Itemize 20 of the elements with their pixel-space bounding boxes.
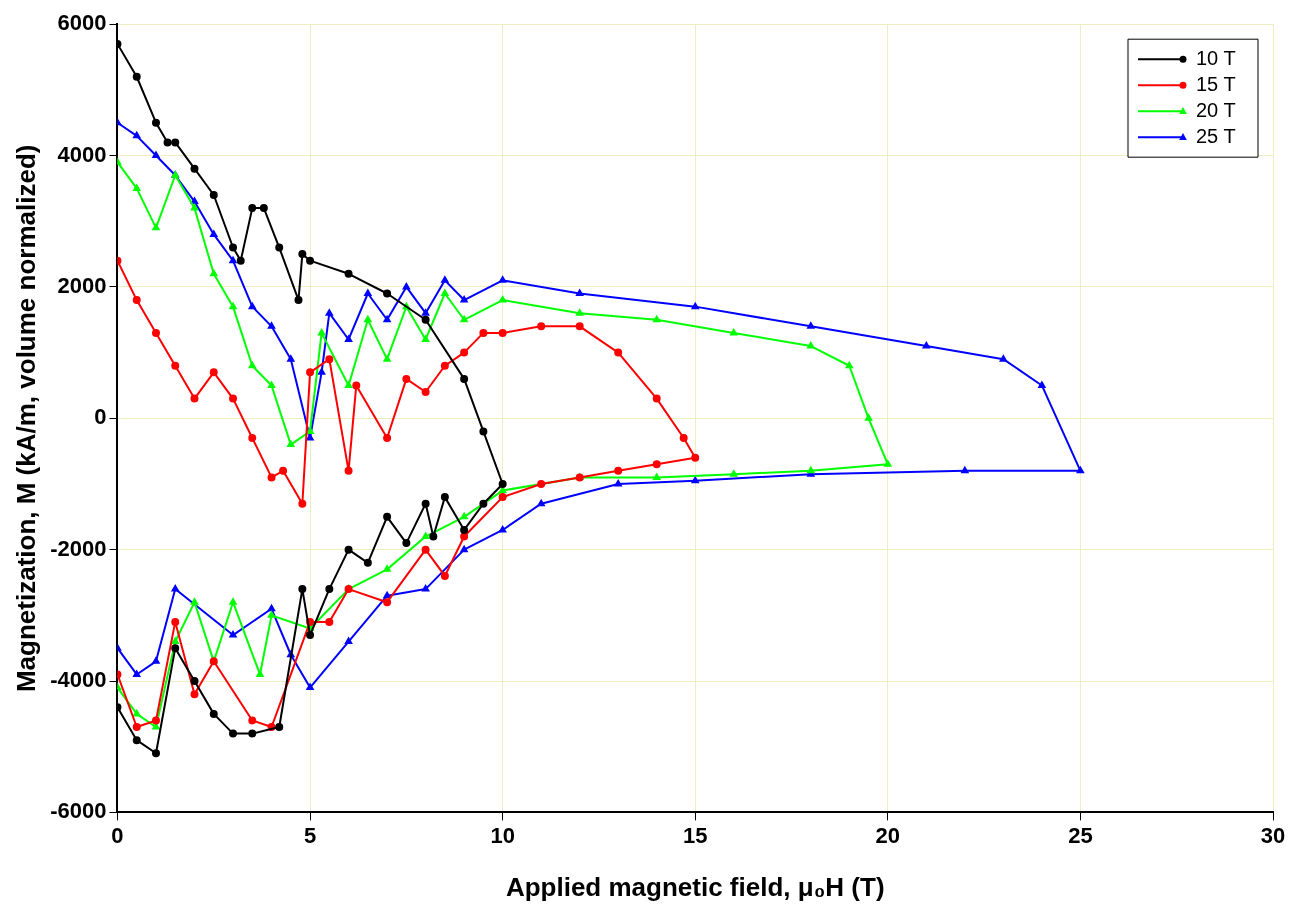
x-tick-label: 25 [1068, 822, 1093, 848]
legend-label: 25 T [1196, 124, 1236, 147]
x-tick-label: 0 [111, 822, 124, 848]
y-tick-label: -2000 [50, 535, 107, 561]
x-tick-label: 15 [682, 822, 708, 848]
y-tick-label: 2000 [57, 273, 107, 298]
x-tick-label: 20 [875, 822, 901, 848]
x-axis-title: Applied magnetic field, μ₀H (T) [505, 871, 885, 902]
legend-label: 15 T [1196, 72, 1236, 95]
y-tick-label: -6000 [50, 798, 107, 824]
x-tick-label: 30 [1260, 822, 1286, 848]
y-tick-label: -4000 [50, 667, 107, 693]
x-tick-label: 5 [303, 822, 317, 848]
y-tick-label: 6000 [57, 10, 107, 36]
y-tick-label: 0 [94, 404, 107, 430]
x-tick-label: 10 [490, 822, 515, 848]
legend-label: 10 T [1196, 46, 1236, 69]
y-axis-title: Magnetization, M (kA/m, volume normalized) [10, 144, 41, 693]
legend-label: 20 T [1196, 98, 1236, 121]
y-tick-label: 4000 [57, 141, 107, 167]
